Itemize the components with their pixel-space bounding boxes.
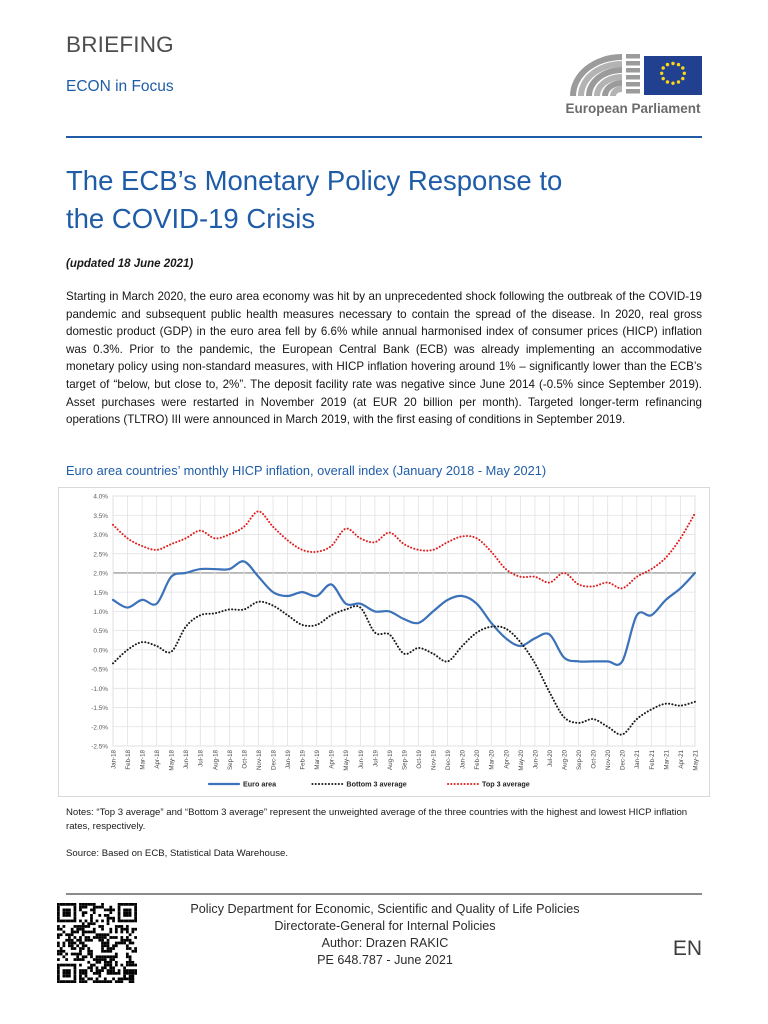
hicp-inflation-chart: 4.0% 3.5% 3.0% 2.5% 2.0% 1.5% 1.0% 0.5% 0.0% -0.5…: [58, 487, 710, 797]
x-axis-tick-label: Sep-20: [576, 749, 583, 770]
x-axis-tick-label: Jan-19: [285, 749, 292, 768]
x-axis-tick-label: Dec-19: [445, 749, 452, 770]
intro-paragraph: Starting in March 2020, the euro area ec…: [66, 290, 702, 427]
x-axis-tick-label: Feb-18: [125, 749, 132, 769]
x-axis-tick-label: May-18: [169, 749, 176, 770]
page-title-line1: The ECB’s Monetary Policy Response to: [66, 165, 563, 196]
series-line-euro-area: [111, 560, 697, 666]
x-axis-tick-label: May-19: [343, 749, 350, 770]
x-axis-tick-label: May-20: [518, 749, 525, 770]
x-axis-tick-label: Nov-19: [431, 749, 438, 770]
y-axis-tick-label: -1.5%: [91, 705, 108, 712]
x-axis-tick-label: Mar-18: [140, 749, 147, 769]
y-axis-tick-label: -2.5%: [91, 744, 108, 751]
x-axis-tick-label: Jul-18: [198, 749, 205, 766]
x-axis-tick-label: Dec-20: [620, 749, 627, 770]
y-axis-tick-label: -2.0%: [91, 724, 108, 731]
x-axis-tick-label: Nov-20: [605, 749, 612, 770]
x-axis-tick-label: Apr-19: [329, 749, 336, 768]
footer-line-reference: PE 648.787 - June 2021: [317, 953, 453, 967]
x-axis-tick-label: Nov-18: [256, 749, 263, 770]
y-axis-tick-label: 0.5%: [93, 628, 108, 635]
y-axis-tick-label: -0.5%: [91, 667, 108, 674]
x-axis-tick-label: Jun-18: [183, 749, 190, 768]
page-header: BRIEFING ECON in Focus: [66, 32, 702, 134]
y-axis-tick-label: 4.0%: [93, 494, 108, 501]
x-axis-tick-label: Aug-18: [212, 749, 219, 770]
footer-divider: [66, 893, 702, 895]
hemicycle-icon: [570, 54, 622, 96]
x-axis-tick-label: Aug-19: [387, 749, 394, 770]
legend-label: Euro area: [243, 780, 277, 789]
updated-date: (updated 18 June 2021): [66, 258, 194, 270]
x-axis-tick-label: May-21: [692, 749, 699, 770]
x-axis-tick-label: Jul-19: [372, 749, 379, 766]
x-axis-tick-label: Sep-18: [227, 749, 234, 770]
series-line-top-3-average: [112, 510, 696, 590]
x-axis-tick-label: Jul-20: [547, 749, 554, 766]
series-label: ECON in Focus: [66, 77, 174, 95]
page-title: The ECB’s Monetary Policy Response to th…: [66, 162, 686, 238]
chart-source: Source: Based on ECB, Statistical Data W…: [66, 848, 289, 859]
y-axis-tick-label: 2.0%: [93, 571, 108, 578]
chart-title: Euro area countries’ monthly HICP inflat…: [66, 463, 547, 478]
legend-label: Bottom 3 average: [346, 780, 406, 789]
y-axis-tick-label: 3.0%: [93, 532, 108, 539]
x-axis-tick-label: Aug-20: [561, 749, 568, 770]
footer-line-author: Author: Drazen RAKIC: [321, 936, 449, 950]
x-axis-tick-label: Apr-20: [503, 749, 510, 768]
x-axis-tick-label: Feb-20: [474, 749, 481, 769]
page-title-line2: the COVID-19 Crisis: [66, 203, 316, 234]
x-axis-tick-label: Apr-21: [678, 749, 685, 768]
briefing-label: BRIEFING: [66, 32, 174, 57]
footer-credits: Policy Department for Economic, Scientif…: [150, 901, 620, 969]
x-axis-tick-label: Jun-19: [358, 749, 365, 768]
chart-canvas: 4.0% 3.5% 3.0% 2.5% 2.0% 1.5% 1.0% 0.5% 0.0% -0.5…: [91, 494, 699, 789]
x-axis-tick-label: Mar-19: [314, 749, 321, 769]
legend-label: Top 3 average: [482, 780, 530, 789]
y-axis-tick-label: -1.0%: [91, 686, 108, 693]
qr-code[interactable]: [57, 903, 137, 983]
x-axis-tick-label: Mar-21: [663, 749, 670, 769]
x-axis-tick-label: Apr-18: [154, 749, 161, 768]
x-axis-tick-label: Feb-21: [649, 749, 656, 769]
x-axis-tick-label: Jan-20: [460, 749, 467, 768]
x-axis-tick-label: Sep-19: [401, 749, 408, 770]
header-divider: [66, 136, 702, 138]
x-axis-tick-label: Feb-19: [300, 749, 307, 769]
x-axis-tick-label: Jun-20: [532, 749, 539, 768]
y-axis-tick-label: 1.0%: [93, 609, 108, 616]
qr-code-icon: [57, 903, 137, 983]
language-code: EN: [672, 937, 702, 960]
x-axis-tick-label: Jan-18: [110, 749, 117, 768]
x-axis-tick-label: Oct-20: [591, 749, 598, 768]
european-parliament-logo: European Parliament: [560, 34, 706, 126]
x-axis-tick-label: Mar-20: [489, 749, 496, 769]
x-axis-tick-label: Jan-21: [634, 749, 641, 768]
y-axis-tick-label: 2.5%: [93, 551, 108, 558]
y-axis-tick-label: 3.5%: [93, 513, 108, 520]
x-axis-tick-label: Oct-18: [241, 749, 248, 768]
series-line-bottom-3-average: [112, 600, 696, 736]
y-axis-tick-label: 1.5%: [93, 590, 108, 597]
footer-line-directorate: Directorate-General for Internal Policie…: [274, 919, 496, 933]
y-axis-tick-label: 0.0%: [93, 647, 108, 654]
x-axis-tick-label: Oct-19: [416, 749, 423, 768]
x-axis-tick-label: Dec-18: [270, 749, 277, 770]
chart-notes: Notes: “Top 3 average” and “Bottom 3 ave…: [66, 807, 688, 832]
footer-line-department: Policy Department for Economic, Scientif…: [190, 902, 580, 916]
logo-wordmark: European Parliament: [565, 101, 701, 116]
